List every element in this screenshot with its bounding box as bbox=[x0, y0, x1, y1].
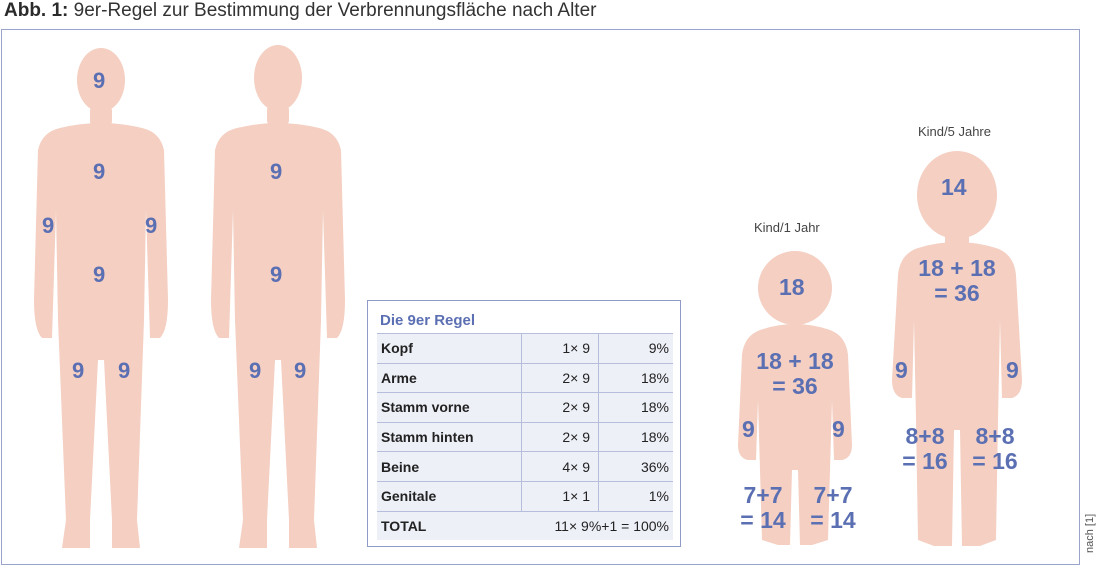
row-percent: 18% bbox=[598, 393, 673, 422]
adult-front-silhouette bbox=[34, 48, 168, 548]
row-part: Stamm vorne bbox=[381, 399, 470, 416]
child-1-leg-left-line2: = 14 bbox=[740, 507, 786, 534]
table-row: Beine 4× 9 36% bbox=[377, 451, 673, 481]
child-5-trunk-line1: 18 + 18 bbox=[918, 255, 996, 281]
table-total-row: TOTAL 11× 9%+1 = 100% bbox=[377, 510, 673, 541]
row-formula: 1× 9 bbox=[521, 334, 598, 363]
child-5-leg-left-value: 8+8 = 16 bbox=[898, 423, 952, 475]
adult-back-upper-value: 9 bbox=[270, 159, 283, 184]
table-row: Stamm hinten 2× 9 18% bbox=[377, 421, 673, 452]
row-percent: 18% bbox=[598, 422, 673, 452]
child-5-arm-right-value: 9 bbox=[1006, 357, 1019, 383]
row-part: Arme bbox=[381, 369, 417, 386]
child-5-leg-right-value: 8+8 = 16 bbox=[968, 423, 1022, 475]
adult-front-arm-left-value: 9 bbox=[42, 213, 55, 238]
table-title: Die 9er Regel bbox=[380, 312, 476, 329]
row-part: Beine bbox=[381, 458, 420, 475]
nine-rule-table: Die 9er Regel Kopf 1× 9 9% Arme 2× 9 18%… bbox=[367, 300, 681, 547]
child-5-trunk-line2: = 36 bbox=[934, 280, 980, 307]
adult-front-arm-right-value: 9 bbox=[145, 213, 158, 238]
adult-back-leg-right-value: 9 bbox=[294, 358, 307, 383]
child-1-arm-left-value: 9 bbox=[742, 416, 755, 442]
table-row: Arme 2× 9 18% bbox=[377, 362, 673, 393]
child-5-head-value: 14 bbox=[941, 174, 967, 200]
caption-prefix: Abb. 1: bbox=[4, 0, 69, 21]
child-1-leg-right-line1: 7+7 bbox=[813, 482, 853, 508]
total-label: TOTAL bbox=[381, 517, 427, 534]
child-5-leg-right-line2: = 16 bbox=[972, 448, 1018, 475]
source-note: nach [1] bbox=[1084, 513, 1096, 553]
table-row: Kopf 1× 9 9% bbox=[377, 333, 673, 363]
table-row: Genitale 1× 1 1% bbox=[377, 480, 673, 511]
child-5-leg-left-line2: = 16 bbox=[902, 448, 948, 475]
row-formula: 1× 1 bbox=[521, 481, 598, 511]
child-1-leg-right-value: 7+7 = 14 bbox=[806, 482, 860, 534]
row-formula: 2× 9 bbox=[521, 363, 598, 393]
child-1-leg-left-value: 7+7 = 14 bbox=[736, 482, 790, 534]
total-formula: 11× 9%+1 = 100% bbox=[554, 517, 669, 534]
figure-caption: Abb. 1: 9er-Regel zur Bestimmung der Ver… bbox=[4, 0, 596, 22]
row-part: Genitale bbox=[381, 488, 437, 505]
adult-back-silhouette bbox=[211, 45, 345, 548]
child-1-trunk-value: 18 + 18 = 36 bbox=[752, 348, 838, 400]
child-1-trunk-line2: = 36 bbox=[772, 373, 818, 400]
adult-front-abdomen-value: 9 bbox=[93, 262, 106, 287]
adult-front-leg-right-value: 9 bbox=[118, 358, 131, 383]
child-1-arm-right-value: 9 bbox=[832, 416, 845, 442]
row-formula: 4× 9 bbox=[521, 452, 598, 481]
figure-frame bbox=[1, 29, 1080, 565]
row-percent: 1% bbox=[598, 481, 673, 511]
row-percent: 9% bbox=[598, 334, 673, 363]
child-1-leg-right-line2: = 14 bbox=[810, 507, 856, 534]
row-formula: 2× 9 bbox=[521, 422, 598, 452]
child-5-silhouette bbox=[892, 151, 1022, 546]
child-5-leg-right-line1: 8+8 bbox=[975, 423, 1015, 449]
adult-front-leg-left-value: 9 bbox=[72, 358, 85, 383]
adult-back-leg-left-value: 9 bbox=[249, 358, 262, 383]
child-5-arm-left-value: 9 bbox=[895, 357, 908, 383]
adult-back-lower-value: 9 bbox=[270, 262, 283, 287]
row-percent: 36% bbox=[598, 452, 673, 481]
child-5-leg-left-line1: 8+8 bbox=[905, 423, 945, 449]
child-1-trunk-line1: 18 + 18 bbox=[756, 348, 834, 374]
child-1-silhouette bbox=[738, 251, 852, 545]
adult-front-chest-value: 9 bbox=[93, 159, 106, 184]
table-body: Kopf 1× 9 9% Arme 2× 9 18% Stamm vorne 2… bbox=[377, 333, 673, 541]
child-5-label: Kind/5 Jahre bbox=[918, 124, 991, 139]
child-1-label: Kind/1 Jahr bbox=[754, 220, 820, 235]
row-percent: 18% bbox=[598, 363, 673, 393]
child-1-leg-left-line1: 7+7 bbox=[743, 482, 783, 508]
row-formula: 2× 9 bbox=[521, 393, 598, 422]
caption-text: 9er-Regel zur Bestimmung der Verbrennung… bbox=[73, 0, 597, 21]
child-1-head-value: 18 bbox=[779, 274, 805, 300]
table-row: Stamm vorne 2× 9 18% bbox=[377, 392, 673, 422]
row-part: Kopf bbox=[381, 340, 413, 357]
adult-front-head-value: 9 bbox=[93, 68, 106, 93]
child-5-trunk-value: 18 + 18 = 36 bbox=[914, 255, 1000, 307]
row-part: Stamm hinten bbox=[381, 429, 474, 446]
